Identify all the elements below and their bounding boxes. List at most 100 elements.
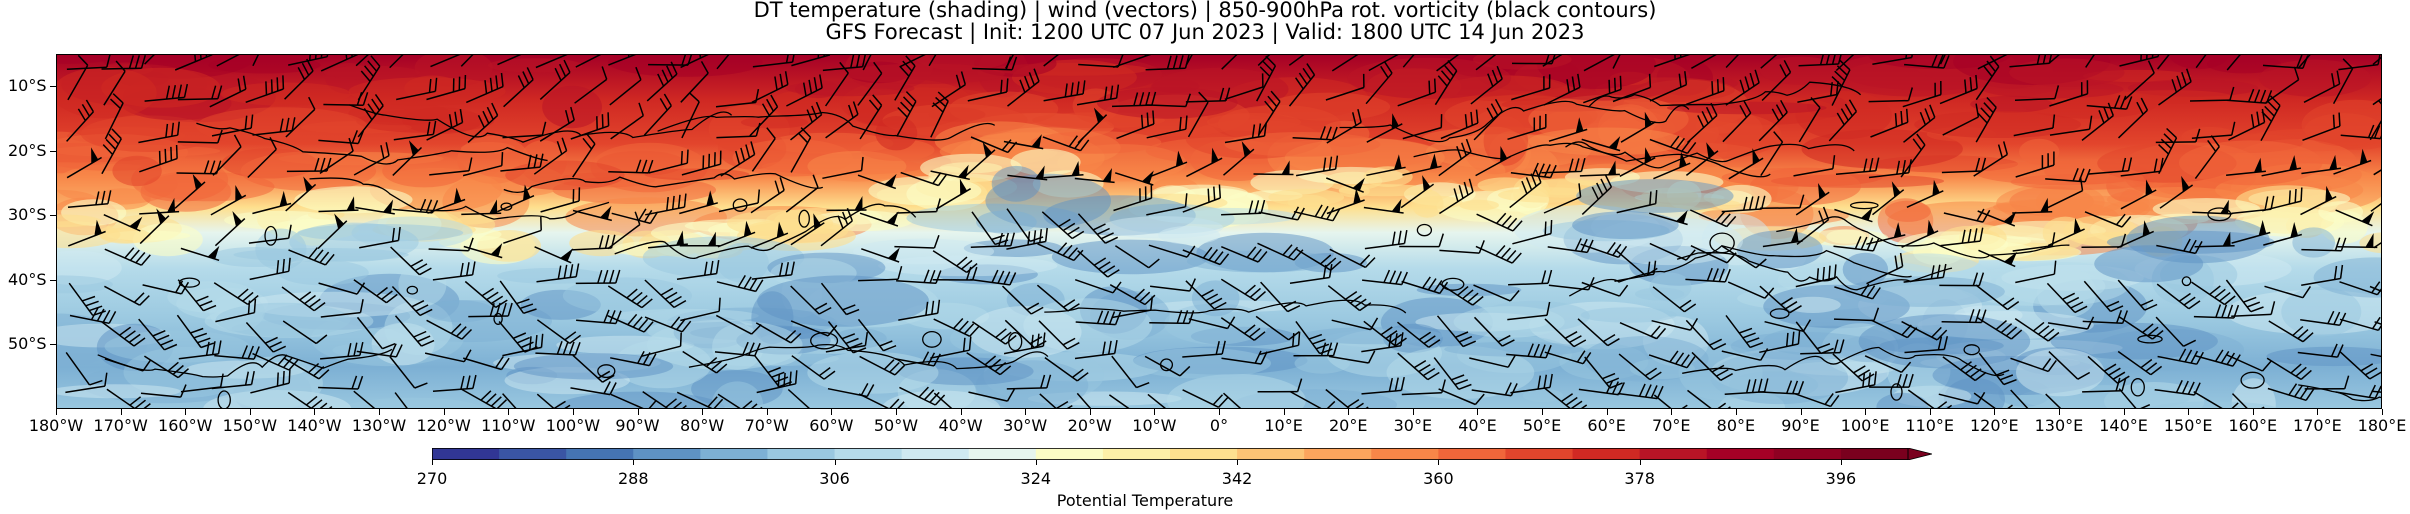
wind-barb xyxy=(1185,280,1227,310)
wind-barb xyxy=(790,127,812,173)
wind-barb xyxy=(571,234,616,251)
wind-barb xyxy=(104,285,150,306)
colorbar-tick xyxy=(1639,460,1641,465)
wind-barb xyxy=(320,299,364,318)
wind-barb xyxy=(1649,242,1696,261)
colorbar-segment xyxy=(633,448,701,460)
wind-barb xyxy=(1331,55,1359,72)
wind-barb xyxy=(574,66,608,104)
wind-barb xyxy=(1257,90,1281,136)
colorbar-segment xyxy=(1773,448,1842,460)
lat-tick xyxy=(50,215,56,217)
wind-barb xyxy=(1221,350,1268,365)
wind-barb xyxy=(1148,244,1196,258)
wind-barb xyxy=(393,120,437,141)
wind-barb xyxy=(502,393,517,408)
wind-barb xyxy=(463,243,503,259)
wind-barb xyxy=(2117,97,2149,139)
wind-barb xyxy=(1832,353,1875,382)
wind-barb xyxy=(215,299,257,323)
lon-label: 30°W xyxy=(1003,416,1048,435)
wind-barb xyxy=(1904,336,1949,354)
wind-barb xyxy=(497,55,522,66)
lon-label: 140°E xyxy=(2099,416,2148,435)
wind-barb xyxy=(177,279,217,312)
wind-barb xyxy=(1326,109,1362,144)
wind-barb xyxy=(1402,55,1415,68)
wind-barb xyxy=(1793,155,1836,177)
colorbar-segment xyxy=(968,448,1037,460)
wind-barb xyxy=(2118,316,2164,340)
lat-label: 10°S xyxy=(8,76,47,96)
lon-label: 90°W xyxy=(615,416,660,435)
wind-barb xyxy=(610,102,645,140)
colorbar-tick-label: 270 xyxy=(416,469,448,488)
wind-barb xyxy=(1725,69,1760,106)
wind-barb xyxy=(2120,179,2157,210)
wind-barb xyxy=(2015,260,2057,284)
wind-barb xyxy=(1869,373,1914,388)
wind-barb xyxy=(1619,322,1667,340)
wind-barb xyxy=(1620,111,1656,143)
wind-barb xyxy=(1798,97,1821,143)
wind-barb xyxy=(353,142,390,176)
wind-barb xyxy=(503,67,534,108)
wind-barb xyxy=(859,211,899,227)
wind-barb xyxy=(1868,87,1914,103)
wind-barb xyxy=(1872,55,1913,66)
wind-barb xyxy=(1685,267,1731,283)
wind-barb xyxy=(1364,229,1408,250)
wind-barb xyxy=(2086,95,2133,110)
lon-tick xyxy=(2058,409,2060,415)
wind-barb xyxy=(1006,227,1048,250)
wind-barb xyxy=(103,60,126,106)
wind-barb xyxy=(1940,227,1984,247)
wind-barb xyxy=(139,208,170,245)
wind-barb xyxy=(1257,55,1271,66)
wind-barb xyxy=(2300,185,2337,216)
wind-barb xyxy=(1220,317,1266,341)
wind-barb xyxy=(101,321,146,347)
lon-label: 50°W xyxy=(873,416,919,435)
wind-barb xyxy=(1469,355,1516,368)
lon-label: 150°W xyxy=(222,416,278,435)
lon-label: 0° xyxy=(1209,416,1229,435)
wind-barb xyxy=(751,71,789,103)
wind-barb xyxy=(320,341,364,360)
wind-barb xyxy=(1003,332,1046,355)
wind-barb xyxy=(2119,55,2160,67)
wind-barb xyxy=(2226,88,2273,104)
wind-barb xyxy=(1182,389,1229,408)
wind-barb xyxy=(1901,320,1948,341)
colorbar-segment xyxy=(432,448,500,460)
wind-barb xyxy=(1182,184,1222,213)
wind-barb xyxy=(1042,135,1090,152)
wind-barb xyxy=(1146,115,1188,139)
wind-barb xyxy=(1795,183,1830,216)
wind-barb xyxy=(2046,177,2084,209)
wind-barb xyxy=(1542,55,1563,67)
wind-barb xyxy=(540,187,581,213)
wind-barb xyxy=(717,393,763,408)
wind-barb xyxy=(1618,353,1662,381)
wind-barb xyxy=(101,128,122,175)
colorbar-segment xyxy=(1572,448,1641,460)
wind-barb xyxy=(426,319,473,340)
lon-tick xyxy=(1154,409,1156,415)
wind-barb xyxy=(1007,165,1048,181)
wind-barb xyxy=(1577,318,1620,347)
wind-barb xyxy=(1145,55,1190,71)
wind-barb xyxy=(1256,55,1277,102)
wind-barb xyxy=(1293,204,1341,222)
wind-barb xyxy=(2158,127,2178,175)
wind-barb xyxy=(2333,148,2372,175)
wind-barb xyxy=(1438,388,1485,406)
wind-barb xyxy=(790,285,832,315)
wind-barb xyxy=(285,96,316,138)
wind-barb xyxy=(898,299,941,321)
wind-barb xyxy=(1113,55,1152,69)
wind-barb xyxy=(572,205,612,222)
wind-barb xyxy=(1512,219,1553,245)
colorbar-segment xyxy=(566,448,634,460)
wind-barb xyxy=(1903,263,1947,283)
